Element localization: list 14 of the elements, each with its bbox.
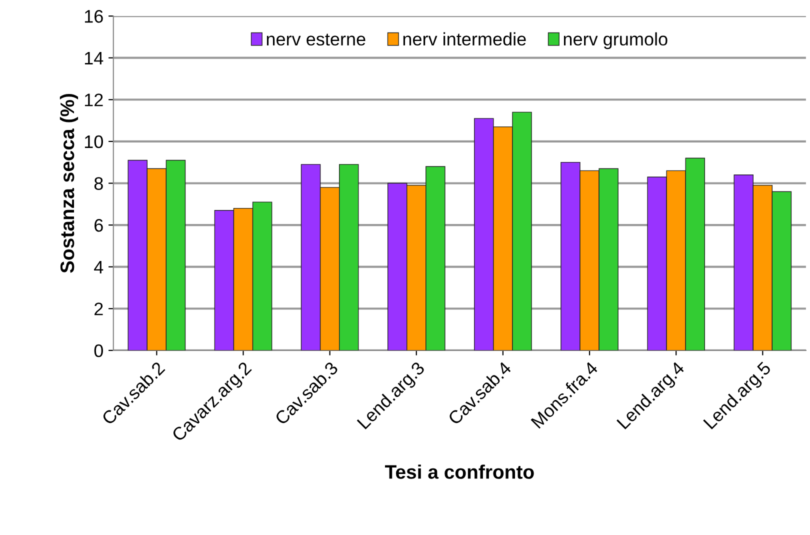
y-tick-label: 4	[94, 260, 104, 274]
y-tick-label: 16	[84, 10, 103, 23]
y-tick-label: 2	[94, 302, 103, 316]
y-axis-title: Sostanza secca (%)	[60, 94, 78, 273]
y-tick-label: 12	[84, 94, 103, 106]
legend-label: nerv intermedie	[403, 32, 526, 46]
y-tick-label: 10	[84, 135, 103, 148]
y-tick-label: 6	[94, 218, 103, 232]
x-axis-title: Tesi a confronto	[384, 464, 534, 479]
y-tick-label: 8	[94, 177, 103, 190]
y-tick-label: 14	[84, 52, 104, 64]
legend-label: nerv grumolo	[564, 32, 668, 50]
legend-label: nerv esterne	[266, 34, 366, 46]
y-tick-label: 0	[94, 344, 103, 358]
